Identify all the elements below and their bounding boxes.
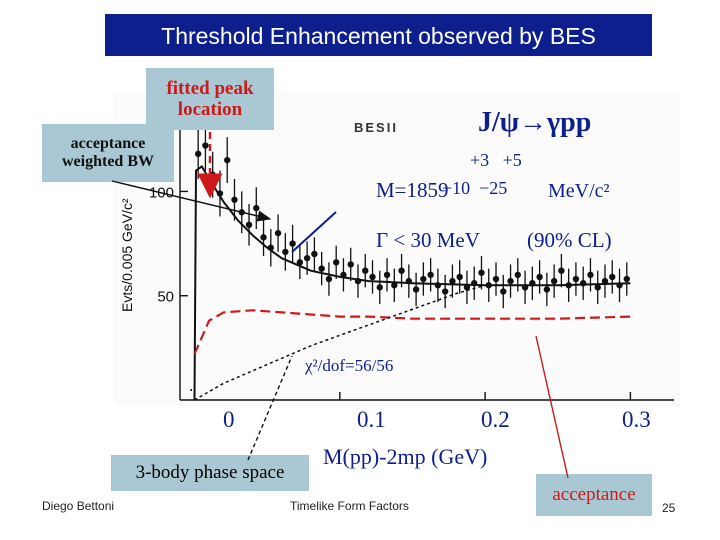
data-point xyxy=(296,259,304,266)
data-point xyxy=(245,221,253,228)
confidence-level: (90% CL) xyxy=(527,228,612,252)
y-tick-label: 100 xyxy=(149,184,174,201)
acceptance-bw-line2: weighted BW xyxy=(62,153,154,170)
phase-space-curve xyxy=(194,284,486,401)
data-point xyxy=(340,271,347,279)
data-point xyxy=(463,284,471,291)
x-tick-label: 0 xyxy=(223,407,235,432)
data-point xyxy=(550,277,558,285)
data-point xyxy=(289,240,296,247)
data-point xyxy=(347,261,354,268)
data-point xyxy=(369,273,376,281)
data-point xyxy=(282,248,289,256)
width-limit: Γ < 30 MeV xyxy=(376,228,480,252)
data-point xyxy=(441,288,449,295)
acceptance-bw-callout: acceptance weighted BW xyxy=(42,124,174,182)
data-point xyxy=(500,288,507,295)
data-point xyxy=(238,209,245,216)
data-point xyxy=(420,275,427,283)
reaction-label: J/ψ→γpp xyxy=(478,107,592,138)
x-tick-label: 0.2 xyxy=(481,407,510,432)
x-tick-label: 0.1 xyxy=(357,407,386,432)
mass-value: M=1859 xyxy=(376,178,449,202)
data-point xyxy=(543,286,551,293)
data-point xyxy=(311,250,318,258)
histogram-plot: Evts/0.005 GeV/c² BESII 50 100 xyxy=(114,92,680,406)
data-point xyxy=(274,229,282,237)
x-tick-label: 0.3 xyxy=(622,407,651,432)
data-point xyxy=(485,282,492,289)
data-point xyxy=(456,273,463,281)
data-point xyxy=(231,196,238,203)
y-axis-label: Evts/0.005 GeV/c² xyxy=(119,198,135,312)
footer-topic: Timelike Form Factors xyxy=(290,499,409,513)
data-point xyxy=(332,259,340,266)
data-point xyxy=(362,267,369,274)
data-point xyxy=(391,282,398,289)
acceptance-callout: acceptance xyxy=(536,474,652,516)
data-point xyxy=(427,271,434,279)
data-point xyxy=(572,275,580,283)
data-point xyxy=(253,204,260,212)
data-point xyxy=(303,254,311,262)
data-point xyxy=(376,284,383,291)
data-point xyxy=(616,282,623,289)
fitted-peak-line2: location xyxy=(177,99,243,120)
chi2-label: χ²/dof=56/56 xyxy=(305,356,394,376)
data-point xyxy=(587,271,594,279)
data-point xyxy=(224,156,231,164)
data-point xyxy=(478,269,485,276)
mass-upper-errors: +3 +5 xyxy=(470,150,522,170)
page-number: 25 xyxy=(662,501,676,515)
data-point xyxy=(514,271,522,279)
data-point xyxy=(354,277,362,285)
data-point xyxy=(492,275,500,283)
data-point xyxy=(579,280,587,287)
footer-author: Diego Bettoni xyxy=(42,499,115,513)
fit-curve xyxy=(193,164,631,401)
slide-title: Threshold Enhancement observed by BES xyxy=(105,14,652,56)
x-axis-title: M(pp)-2mp (GeV) xyxy=(323,444,488,469)
data-point xyxy=(412,286,420,293)
data-point xyxy=(558,267,565,274)
data-point xyxy=(260,234,267,241)
data-point xyxy=(507,277,514,285)
data-point xyxy=(609,273,616,281)
data-point xyxy=(318,265,325,272)
data-point xyxy=(536,273,543,281)
data-point xyxy=(216,190,224,197)
acceptance-bw-line1: acceptance xyxy=(70,135,146,153)
data-point xyxy=(202,142,209,149)
phase-space-callout: 3-body phase space xyxy=(111,455,309,491)
data-point xyxy=(471,280,478,287)
data-point xyxy=(325,275,333,283)
fitted-peak-callout: fitted peak location xyxy=(146,68,274,130)
mass-unit: MeV/c² xyxy=(548,180,610,202)
data-point xyxy=(623,275,630,283)
data-point xyxy=(521,284,529,291)
mass-lower-errors: −10 −25 xyxy=(442,178,508,198)
acceptance-curve xyxy=(193,309,631,355)
data-point xyxy=(398,267,405,274)
data-point xyxy=(194,150,202,158)
data-point xyxy=(267,244,275,251)
y-tick-label: 50 xyxy=(157,289,174,306)
data-point xyxy=(383,271,391,279)
data-point xyxy=(449,277,456,285)
data-point xyxy=(594,284,601,291)
fitted-peak-line1: fitted peak xyxy=(166,77,254,99)
data-point xyxy=(529,280,536,287)
plot-image: Evts/0.005 GeV/c² BESII 50 100 xyxy=(114,92,680,406)
data-point xyxy=(405,277,413,285)
data-point xyxy=(434,282,442,289)
besii-logo: BESII xyxy=(354,120,398,135)
data-point xyxy=(209,171,216,178)
data-point xyxy=(565,282,572,289)
data-point xyxy=(601,277,609,285)
